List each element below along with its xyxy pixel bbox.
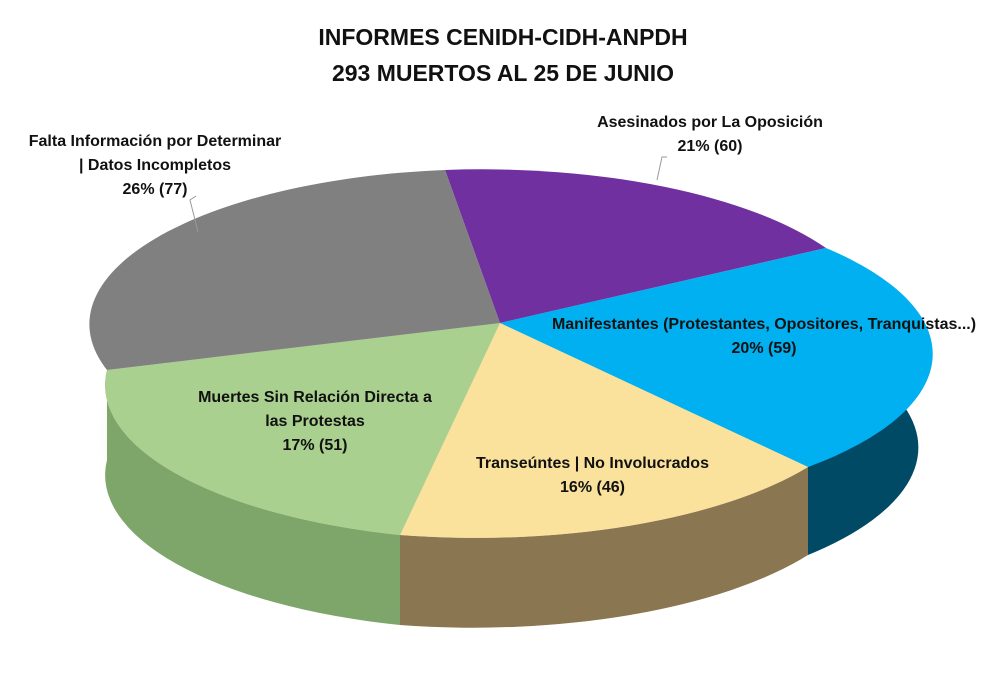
label-muertes: Muertes Sin Relación Directa a las Prote… bbox=[170, 386, 460, 458]
label-falta: Falta Información por Determinar | Datos… bbox=[0, 130, 310, 202]
label-manifestantes-value: 20% (59) bbox=[731, 340, 797, 357]
label-manifestantes: Manifestantes (Protestantes, Opositores,… bbox=[522, 313, 1006, 361]
slice-transeuntes bbox=[400, 323, 808, 538]
label-muertes-value: 17% (51) bbox=[282, 437, 348, 454]
leader-line-asesinados bbox=[656, 156, 667, 181]
side-transeuntes bbox=[400, 467, 808, 628]
label-falta-value: 26% (77) bbox=[122, 181, 188, 198]
label-asesinados-value: 21% (60) bbox=[677, 138, 743, 155]
chart-title: INFORMES CENIDH-CIDH-ANPDH bbox=[318, 24, 688, 50]
label-transeuntes: Transeúntes | No Involucrados 16% (46) bbox=[450, 452, 735, 500]
label-falta-line1: Falta Información por Determinar bbox=[28, 133, 282, 150]
label-muertes-line1: Muertes Sin Relación Directa a bbox=[198, 389, 432, 406]
label-falta-line2: | Datos Incompletos bbox=[78, 157, 232, 174]
label-asesinados-line1: Asesinados por La Oposición bbox=[597, 114, 823, 131]
side-muertes bbox=[105, 370, 400, 625]
slice-manifestantes bbox=[500, 248, 933, 467]
label-transeuntes-line1: Transeúntes | No Involucrados bbox=[476, 455, 709, 472]
chart-subtitle: 293 MUERTOS AL 25 DE JUNIO bbox=[331, 60, 675, 86]
slice-asesinados bbox=[445, 169, 826, 323]
slice-falta bbox=[89, 170, 500, 370]
leader-line-falta bbox=[189, 195, 199, 233]
label-muertes-line2: las Protestas bbox=[265, 413, 365, 430]
label-asesinados: Asesinados por La Oposición 21% (60) bbox=[570, 111, 850, 159]
label-manifestantes-line1: Manifestantes (Protestantes, Opositores,… bbox=[551, 316, 977, 333]
label-transeuntes-value: 16% (46) bbox=[560, 479, 625, 496]
slice-muertes bbox=[105, 323, 500, 535]
